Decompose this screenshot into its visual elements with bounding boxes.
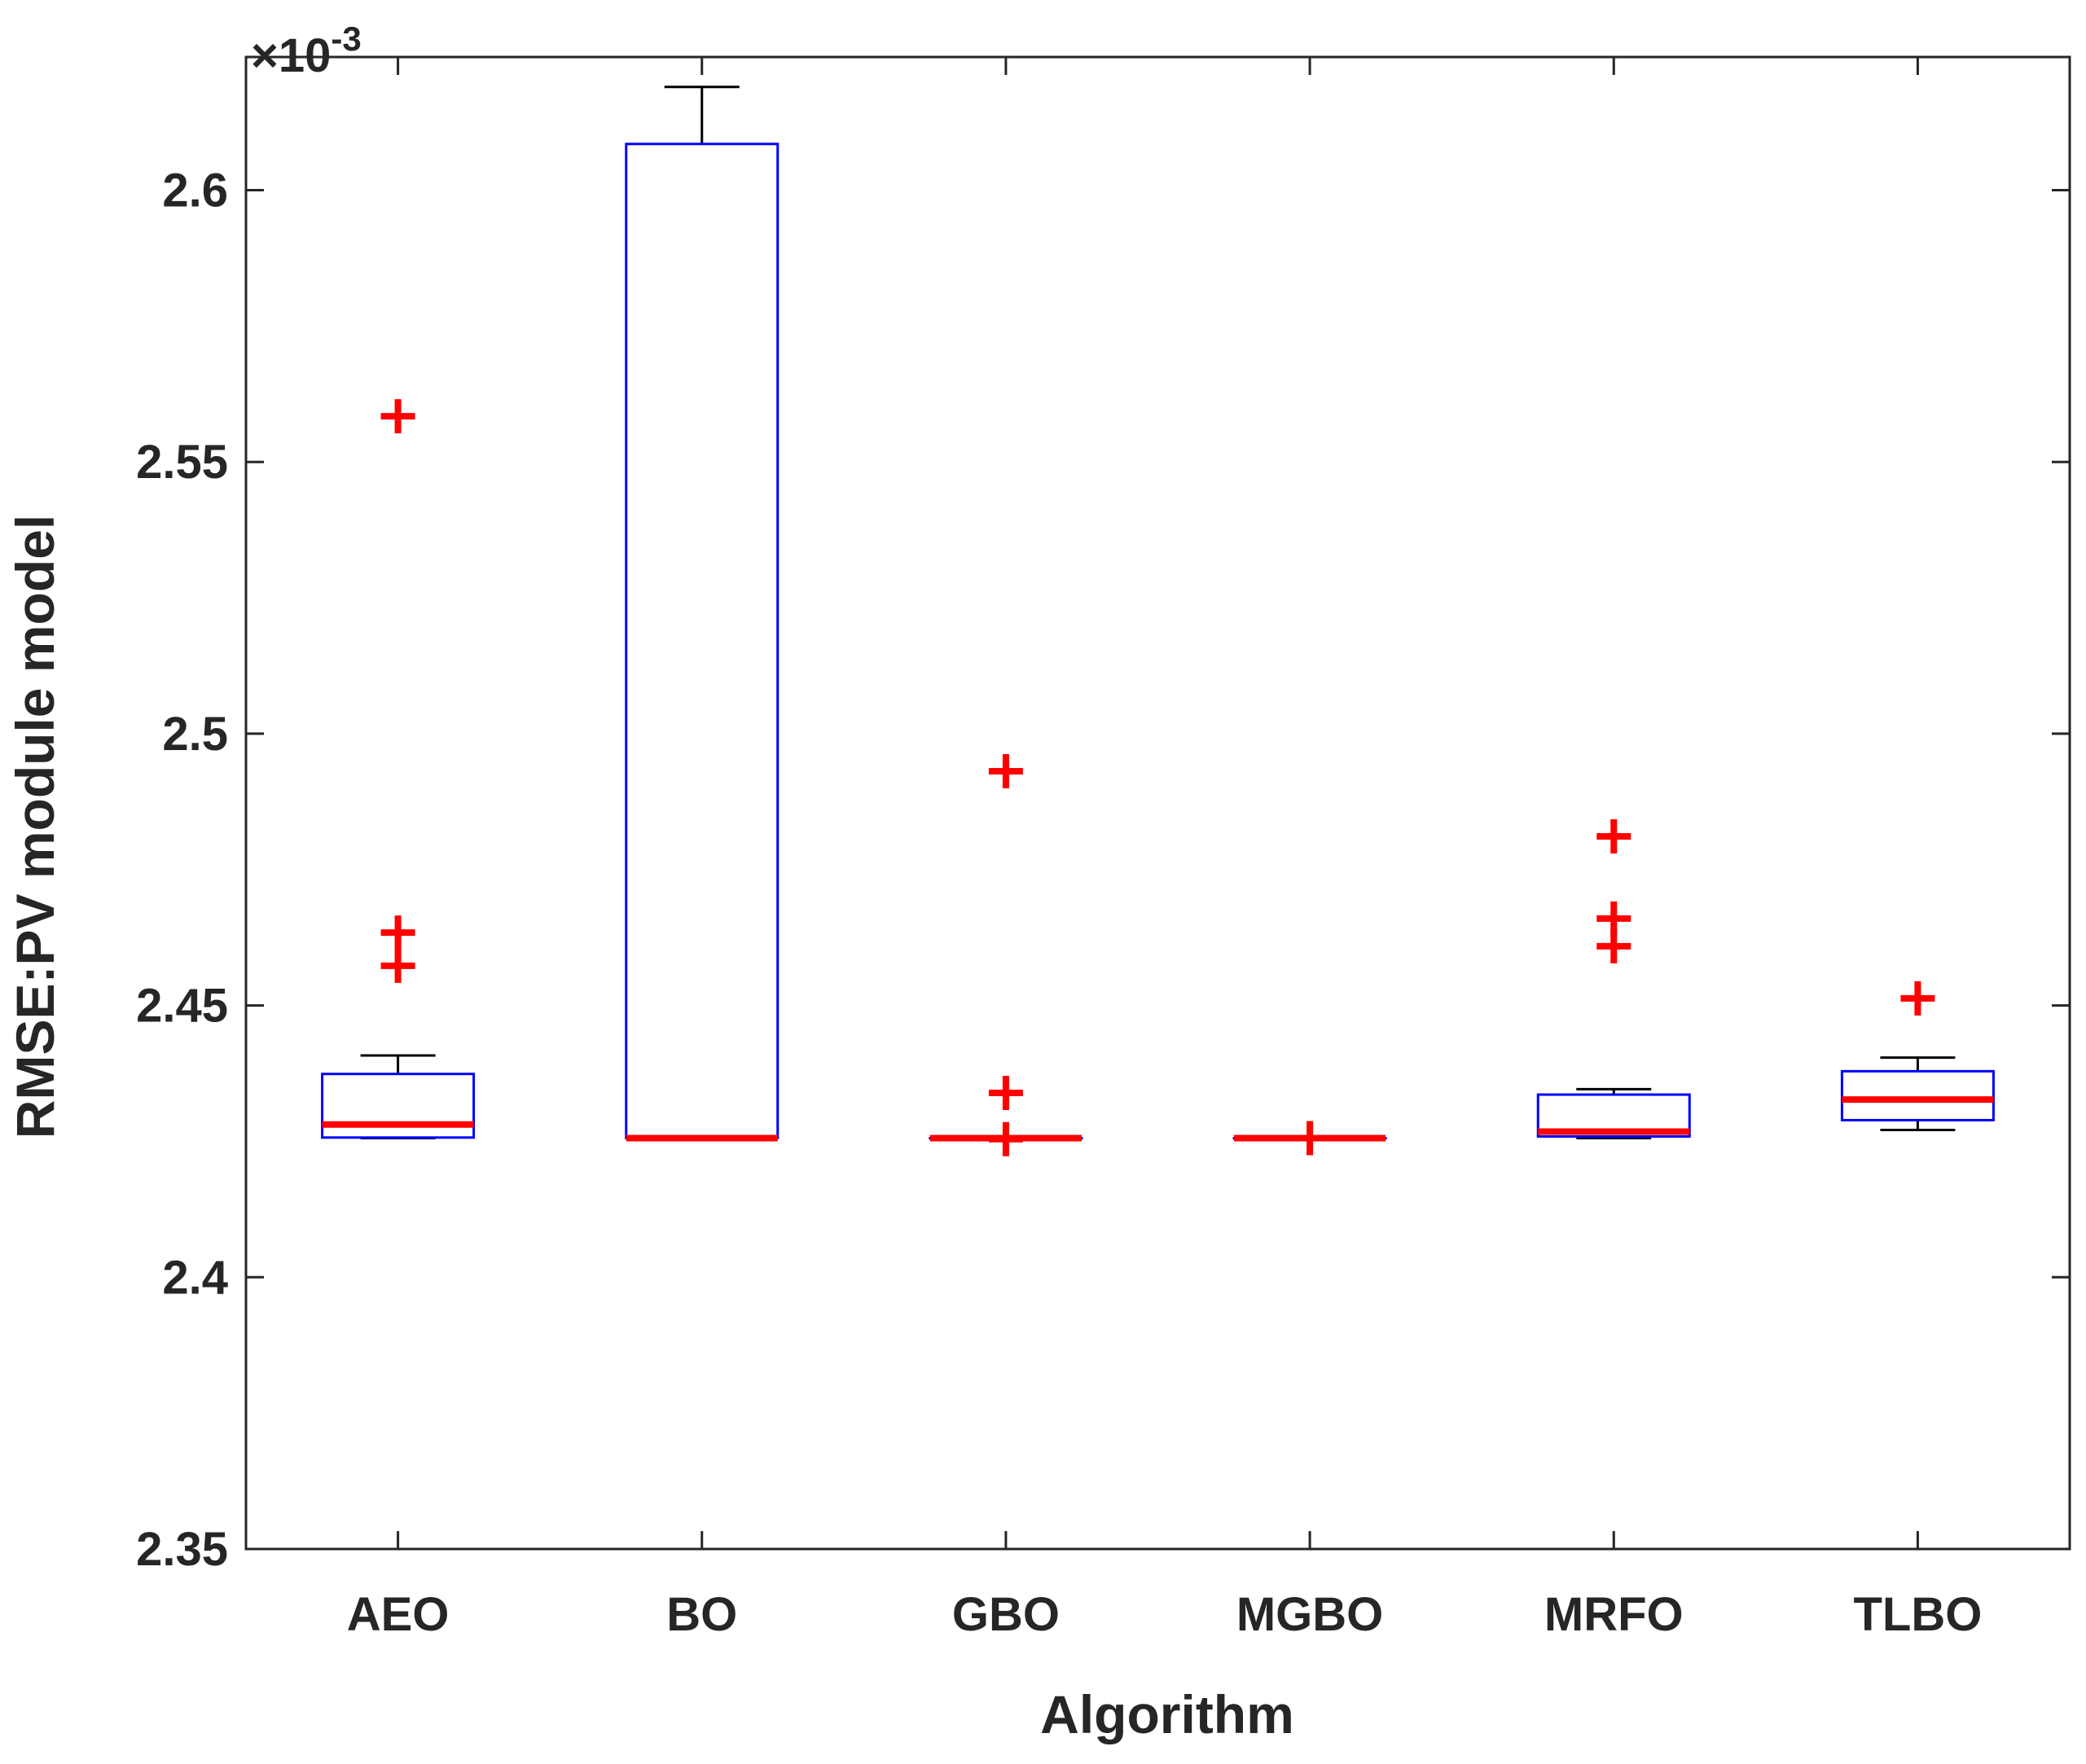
outlier-marker: [380, 399, 415, 434]
box-group: [1232, 1121, 1387, 1156]
iqr-box: [1840, 1069, 1995, 1121]
exponent-label: ×10-3: [251, 20, 362, 82]
box-group: [929, 753, 1083, 1156]
y-tick-label: 2.55: [136, 436, 228, 489]
outlier-marker: [380, 915, 415, 950]
outlier-marker: [988, 1121, 1023, 1156]
y-tick-label: 2.45: [136, 980, 228, 1033]
x-tick-label: MRFO: [1544, 1588, 1684, 1641]
y-tick-label: 2.4: [162, 1251, 228, 1304]
x-axis-label: Algorithm: [1040, 1684, 1294, 1744]
exponent-base: ×10: [251, 29, 331, 82]
y-tick-label: 2.6: [162, 165, 228, 217]
iqr-box: [1536, 1093, 1691, 1138]
x-tick-label: BO: [666, 1588, 737, 1641]
outlier-marker: [988, 1076, 1023, 1111]
exponent-power: -3: [331, 20, 361, 58]
x-tick-label: AEO: [347, 1588, 450, 1641]
y-axis-label: RMSE:PV module model: [5, 515, 65, 1139]
x-tick-label: MGBO: [1236, 1588, 1383, 1641]
box-group: [321, 399, 476, 1139]
iqr-box: [321, 1073, 476, 1139]
y-tick-label: 2.5: [162, 708, 228, 761]
outlier-marker: [1596, 928, 1631, 963]
outlier-marker: [1596, 819, 1631, 854]
outlier-marker: [380, 948, 415, 983]
plot-area: [244, 55, 2071, 1551]
y-tick-label: 2.35: [136, 1523, 228, 1576]
x-tick-label: TLBO: [1853, 1588, 1982, 1641]
box-group: [1840, 981, 1995, 1131]
y-axis: 2.35 2.4 2.45 2.5 2.55 2.6: [136, 165, 2070, 1576]
box-group: [625, 86, 780, 1142]
x-axis: AEO BO GBO MGBO MRFO TLBO: [347, 57, 1982, 1641]
outlier-marker: [1293, 1121, 1328, 1156]
outlier-marker: [988, 753, 1023, 788]
box-group: [1536, 819, 1691, 1139]
outlier-marker: [1900, 981, 1935, 1016]
boxes-layer: [321, 86, 1995, 1156]
x-tick-label: GBO: [952, 1588, 1060, 1641]
